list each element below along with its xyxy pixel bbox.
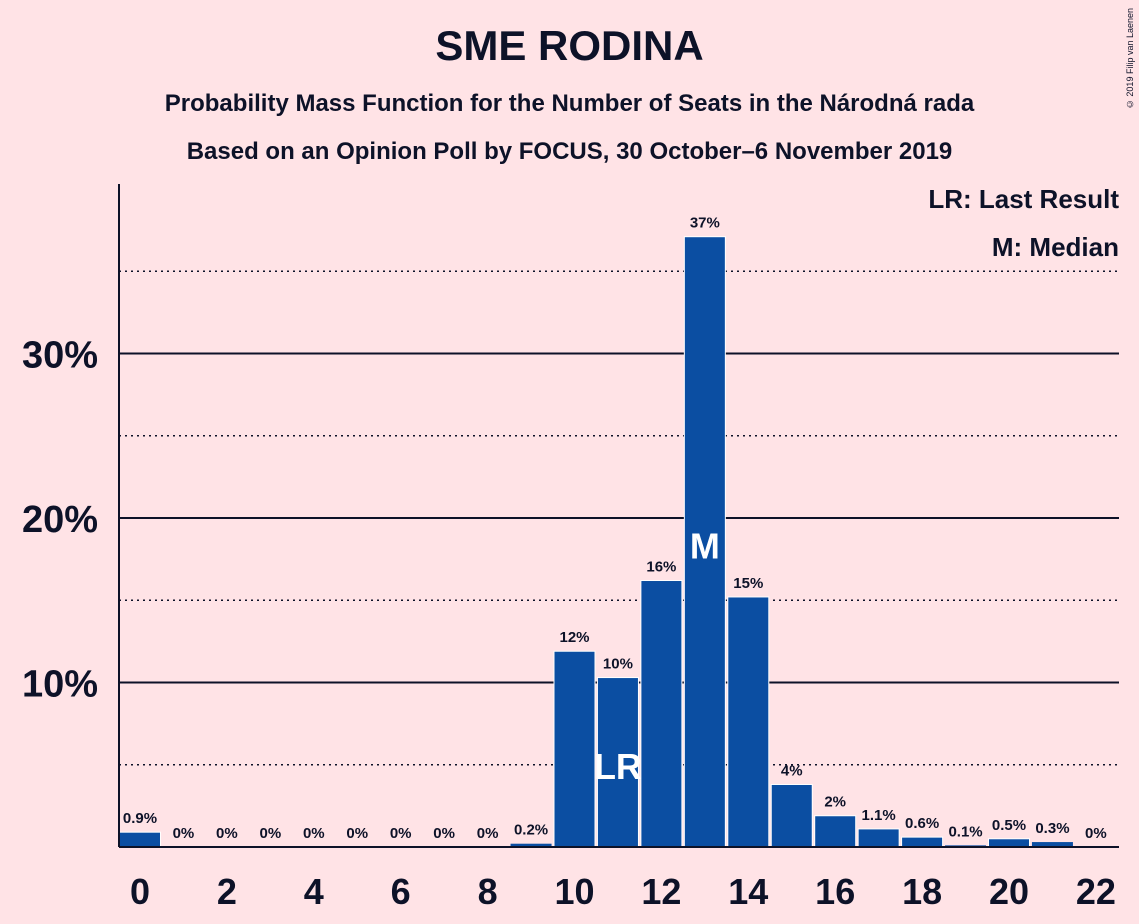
x-tick-label: 16 xyxy=(815,871,855,912)
x-tick-label: 22 xyxy=(1076,871,1116,912)
bar-value-label: 0.2% xyxy=(514,822,548,839)
bar-value-label: 10% xyxy=(603,656,633,673)
bar xyxy=(1031,842,1073,847)
chart-subtitle: Probability Mass Function for the Number… xyxy=(164,90,975,117)
x-tick-label: 12 xyxy=(641,871,681,912)
bar-value-label: 0.5% xyxy=(992,817,1026,834)
bar xyxy=(119,831,161,848)
bar-value-label: 1.1% xyxy=(862,807,896,824)
bar xyxy=(553,650,596,848)
x-tick-label: 14 xyxy=(728,871,768,912)
bar-value-label: 0% xyxy=(390,825,412,842)
bar-value-label: 0.9% xyxy=(123,810,157,827)
bar xyxy=(988,838,1030,848)
x-tick-label: 0 xyxy=(130,871,150,912)
y-tick-label: 10% xyxy=(22,664,98,706)
bar-value-label: 0% xyxy=(216,825,238,842)
bar-value-label: 2% xyxy=(824,794,846,811)
bar-value-label: 15% xyxy=(733,575,763,592)
bar xyxy=(901,836,944,848)
bar-value-label: 0.3% xyxy=(1035,820,1069,837)
bar xyxy=(727,596,770,848)
bar-value-label: 12% xyxy=(559,629,589,646)
x-tick-label: 6 xyxy=(391,871,411,912)
bar xyxy=(596,677,639,848)
bar-value-label: 0% xyxy=(346,825,368,842)
bar-value-label: 0% xyxy=(1085,825,1107,842)
bar-value-label: 0.6% xyxy=(905,815,939,832)
bar-value-label: 4% xyxy=(781,762,803,779)
bar-value-label: 0% xyxy=(477,825,499,842)
y-tick-label: 20% xyxy=(22,499,98,541)
x-tick-label: 2 xyxy=(217,871,237,912)
bar-value-label: 16% xyxy=(646,559,676,576)
chart-subtitle-2: Based on an Opinion Poll by FOCUS, 30 Oc… xyxy=(186,138,953,165)
x-tick-label: 4 xyxy=(304,871,324,912)
legend-last-result: LR: Last Result xyxy=(928,184,1119,214)
x-tick-label: 8 xyxy=(478,871,498,912)
legend-median: M: Median xyxy=(991,232,1119,262)
last-result-marker: LR xyxy=(594,746,642,787)
median-marker: M xyxy=(690,526,720,567)
bar xyxy=(857,828,900,848)
x-tick-label: 18 xyxy=(902,871,942,912)
bar xyxy=(510,843,552,847)
bar-value-label: 37% xyxy=(690,215,720,232)
bar-value-label: 0% xyxy=(260,825,282,842)
bar xyxy=(640,580,683,848)
bar-value-label: 0% xyxy=(303,825,325,842)
bar-value-label: 0.1% xyxy=(948,823,982,840)
bar xyxy=(683,236,726,848)
bar-value-label: 0% xyxy=(433,825,455,842)
y-tick-label: 30% xyxy=(22,335,98,377)
bar xyxy=(770,783,813,848)
bar-value-label: 0% xyxy=(173,825,195,842)
x-tick-label: 20 xyxy=(989,871,1029,912)
chart-title: SME RODINA xyxy=(435,22,704,69)
bar xyxy=(814,815,857,848)
x-tick-label: 10 xyxy=(554,871,594,912)
